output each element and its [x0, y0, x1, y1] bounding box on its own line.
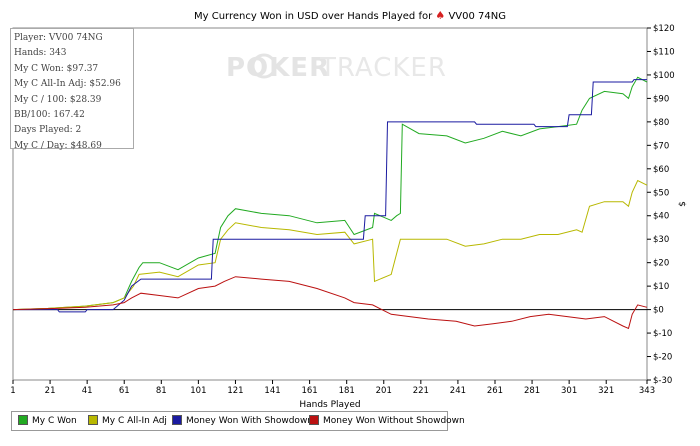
legend-label: My C All-In Adj — [102, 416, 167, 426]
legend-label: Money Won With Showdown — [186, 416, 314, 426]
spade-icon: ♠ — [435, 9, 446, 22]
series-line-4 — [12, 276, 648, 330]
y-tick-label: $0 — [653, 306, 664, 316]
stats-line: My C / Day: $48.69 — [14, 140, 102, 151]
legend-item[interactable]: My C Won — [18, 414, 77, 428]
series-line-3 — [13, 79, 647, 313]
legend-item[interactable]: Money Won Without Showdown — [309, 414, 465, 428]
chart-title: My Currency Won in USD over Hands Played… — [0, 9, 700, 22]
x-tick-label: 201 — [376, 386, 392, 396]
legend-swatch — [88, 414, 98, 425]
stats-line: Player: VV00 74NG — [14, 33, 103, 43]
y-tick-label: $90 — [653, 94, 669, 104]
legend-swatch — [172, 414, 182, 425]
player-tag: VV00 74NG — [448, 11, 506, 22]
watermark-right: TRACKER — [319, 53, 447, 83]
x-tick-label: 241 — [450, 386, 466, 396]
stats-line: My C Won: $97.37 — [14, 63, 99, 74]
y-tick-label: $110 — [653, 47, 675, 57]
legend-label: Money Won Without Showdown — [323, 416, 465, 426]
x-tick-label: 121 — [227, 386, 243, 396]
x-tick-label: 101 — [190, 386, 206, 396]
legend-item[interactable]: Money Won With Showdown — [172, 414, 314, 428]
x-tick-label: 81 — [156, 386, 167, 396]
y-axis-label: $ — [678, 201, 688, 207]
watermark: POKER TRACKER — [226, 53, 447, 83]
x-tick-label: 281 — [524, 386, 540, 396]
y-tick-label: $-20 — [653, 353, 672, 363]
series-line-1 — [12, 76, 648, 311]
x-tick-label: 141 — [264, 386, 280, 396]
y-tick-label: $-30 — [653, 376, 672, 386]
x-tick-label: 221 — [413, 386, 429, 396]
legend-label: My C Won — [32, 416, 77, 426]
series-line-2 — [12, 179, 648, 311]
legend: My C Won My C All-In Adj Money Won With Sh… — [11, 411, 465, 431]
y-tick-label: $80 — [653, 118, 669, 128]
y-tick-label: $20 — [653, 259, 669, 269]
stats-line: Days Played: 2 — [14, 125, 82, 136]
x-axis-label: Hands Played — [299, 400, 360, 410]
y-tick-label: $120 — [653, 24, 675, 34]
stats-line: BB/100: 167.42 — [14, 110, 85, 121]
x-tick-label: 1 — [10, 386, 15, 396]
x-tick-label: 21 — [45, 386, 56, 396]
stats-line: Hands: 343 — [14, 48, 67, 59]
x-tick-label: 301 — [561, 386, 577, 396]
series-layer — [12, 76, 648, 330]
watermark-chip-icon — [251, 53, 277, 79]
stats-box: Player: VV00 74NG Hands: 343 My C Won: $97… — [10, 28, 134, 151]
y-tick-label: $40 — [653, 212, 669, 222]
x-tick-label: 61 — [119, 386, 130, 396]
stats-line: My C / 100: $28.39 — [14, 94, 102, 105]
chart-title-text: My Currency Won in USD over Hands Played… — [193, 11, 433, 22]
watermark-left: POKER — [226, 53, 330, 83]
x-tick-label: 343 — [639, 386, 655, 396]
legend-swatch — [18, 414, 28, 425]
x-tick-label: 261 — [487, 386, 503, 396]
y-axis: $-30 $-20 $-10 $0 $10 $20 $30 $40 $50 $60 $70 $80 $9… — [647, 24, 675, 386]
stats-line: My C All-In Adj: $52.96 — [14, 79, 121, 90]
y-tick-label: $10 — [653, 282, 669, 292]
y-tick-label: $30 — [653, 235, 669, 245]
x-tick-label: 161 — [301, 386, 317, 396]
y-tick-label: $-10 — [653, 329, 672, 339]
legend-swatch — [309, 414, 319, 425]
y-tick-label: $70 — [653, 141, 669, 151]
legend-item[interactable]: My C All-In Adj — [88, 414, 167, 428]
y-tick-label: $60 — [653, 165, 669, 175]
y-tick-label: $50 — [653, 188, 669, 198]
y-tick-label: $100 — [653, 71, 675, 81]
x-tick-label: 41 — [82, 386, 93, 396]
x-axis: 1 21 41 61 81 101 121 141 161 181 201 221 241 261 281 3… — [10, 380, 655, 396]
x-tick-label: 181 — [339, 386, 355, 396]
x-tick-label: 321 — [598, 386, 614, 396]
